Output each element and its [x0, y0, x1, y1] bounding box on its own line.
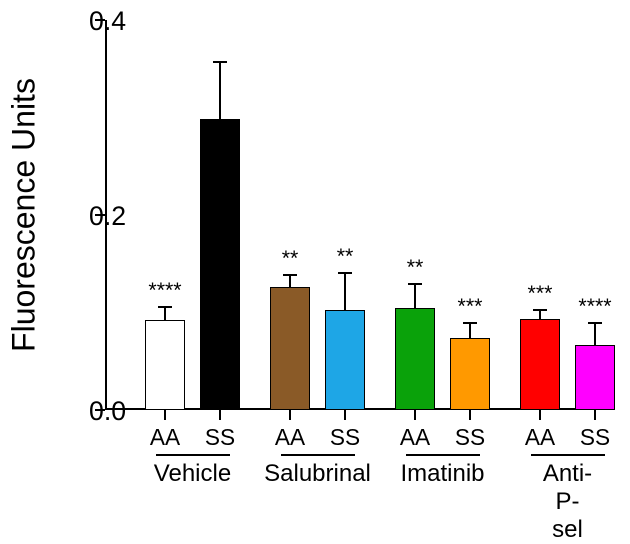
x-tick — [219, 410, 221, 420]
errorbar-salubrinal-aa — [289, 275, 291, 287]
sig-antipsel-aa: *** — [528, 281, 553, 306]
errorbar-antipsel-aa — [539, 310, 541, 320]
group-label-salubrinal: Salubrinal — [264, 460, 371, 488]
bar-vehicle-ss — [200, 119, 240, 410]
sig-antipsel-ss: **** — [578, 294, 611, 319]
x-tick — [414, 410, 416, 420]
plot-area: 0.00.20.4****AASS**AA**SS**AA***SS***AA*… — [105, 20, 605, 410]
x-tick — [344, 410, 346, 420]
x-tick — [594, 410, 596, 420]
errorbar-imatinib-aa — [414, 284, 416, 307]
errorbar-vehicle-aa — [164, 307, 166, 321]
x-label-salubrinal-ss: SS — [330, 424, 360, 451]
group-line-imatinib — [406, 454, 480, 456]
errorcap-salubrinal-ss — [338, 272, 352, 274]
x-label-antipsel-ss: SS — [580, 424, 610, 451]
x-tick — [164, 410, 166, 420]
bar-antipsel-aa — [520, 319, 560, 410]
bar-imatinib-ss — [450, 338, 490, 410]
x-label-antipsel-aa: AA — [525, 424, 555, 451]
group-label-vehicle: Vehicle — [154, 460, 231, 488]
x-tick — [469, 410, 471, 420]
sig-imatinib-ss: *** — [458, 294, 483, 319]
errorcap-salubrinal-aa — [283, 274, 297, 276]
bar-imatinib-aa — [395, 308, 435, 410]
group-label-anti-p-sel: Anti-P-sel — [543, 460, 592, 544]
errorbar-imatinib-ss — [469, 323, 471, 338]
x-label-imatinib-aa: AA — [400, 424, 430, 451]
errorcap-vehicle-aa — [158, 306, 172, 308]
group-line-salubrinal — [281, 454, 355, 456]
x-tick — [289, 410, 291, 420]
x-label-vehicle-aa: AA — [150, 424, 180, 451]
chart-container: Fluorescence Units 0.00.20.4****AASS**AA… — [0, 0, 630, 533]
errorbar-vehicle-ss — [219, 62, 221, 120]
errorcap-antipsel-ss — [588, 322, 602, 324]
errorcap-imatinib-aa — [408, 283, 422, 285]
sig-salubrinal-ss: ** — [337, 244, 354, 269]
errorcap-antipsel-aa — [533, 309, 547, 311]
x-tick — [539, 410, 541, 420]
group-line-vehicle — [156, 454, 230, 456]
sig-imatinib-aa: ** — [407, 255, 424, 280]
errorbar-salubrinal-ss — [344, 273, 346, 310]
x-label-imatinib-ss: SS — [455, 424, 485, 451]
errorcap-vehicle-ss — [213, 61, 227, 63]
x-label-salubrinal-aa: AA — [275, 424, 305, 451]
bar-antipsel-ss — [575, 345, 615, 410]
y-axis-label: Fluorescence Units — [6, 78, 43, 352]
sig-vehicle-aa: **** — [148, 278, 181, 303]
group-label-imatinib: Imatinib — [400, 460, 484, 488]
bar-vehicle-aa — [145, 320, 185, 410]
x-label-vehicle-ss: SS — [205, 424, 235, 451]
bar-salubrinal-aa — [270, 287, 310, 410]
group-line-anti-p-sel — [531, 454, 605, 456]
bar-salubrinal-ss — [325, 310, 365, 410]
errorcap-imatinib-ss — [463, 322, 477, 324]
errorbar-antipsel-ss — [594, 323, 596, 344]
sig-salubrinal-aa: ** — [282, 246, 299, 271]
